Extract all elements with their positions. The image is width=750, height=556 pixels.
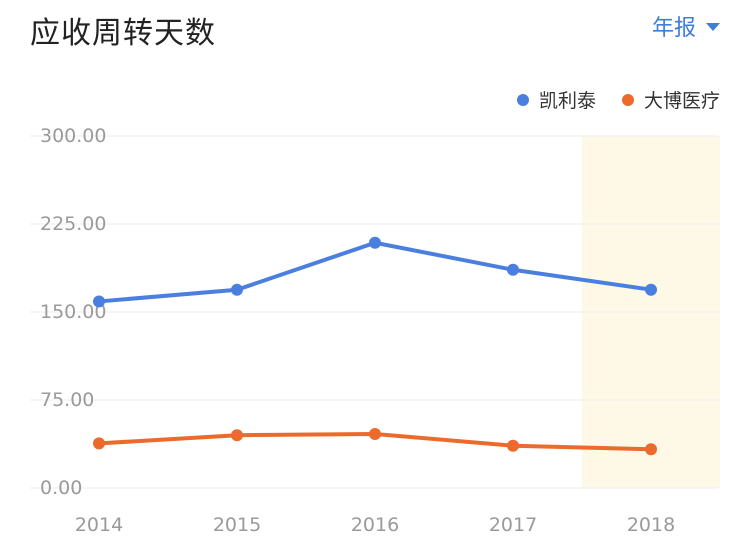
data-point: [369, 428, 381, 441]
chevron-down-icon: [706, 23, 720, 31]
y-tick-label: 150.00: [40, 301, 106, 323]
period-label: 年报: [651, 16, 696, 41]
data-point: [507, 439, 519, 452]
data-point: [93, 437, 105, 450]
data-point: [645, 443, 657, 456]
series-layer: [93, 236, 657, 456]
y-tick-label: 0.00: [40, 477, 82, 499]
x-tick-label: 2016: [351, 514, 399, 536]
legend-dot-series-2: [621, 93, 634, 106]
legend-label-series-1: 凯利泰: [538, 90, 596, 112]
data-point: [369, 236, 381, 249]
data-point: [231, 429, 243, 442]
legend-dot-series-1: [516, 93, 529, 106]
period-dropdown[interactable]: 年报: [652, 10, 720, 42]
legend-item-series-2[interactable]: 大博医疗: [621, 86, 720, 113]
legend-item-series-1[interactable]: 凯利泰: [516, 86, 596, 113]
series-line-1: [97, 240, 653, 304]
x-tick-label: 2018: [627, 514, 675, 536]
y-tick-label: 75.00: [40, 389, 94, 411]
data-point: [507, 263, 519, 276]
x-tick-label: 2017: [489, 514, 537, 536]
legend-label-series-2: 大博医疗: [643, 90, 720, 112]
y-axis: 300.00 225.00 150.00 75.00 0.00: [40, 125, 106, 499]
x-tick-label: 2014: [75, 514, 123, 536]
grid-layer: [30, 135, 718, 489]
data-point: [231, 283, 243, 296]
data-point: [93, 295, 105, 308]
y-tick-label: 225.00: [40, 213, 106, 235]
chart-legend: 凯利泰 大博医疗: [491, 86, 720, 113]
x-axis: 2014 2015 2016 2017 2018: [75, 514, 675, 536]
x-tick-label: 2015: [213, 514, 261, 536]
data-point: [645, 283, 657, 296]
y-tick-label: 300.00: [40, 125, 106, 147]
page-title: 应收周转天数: [30, 16, 216, 51]
